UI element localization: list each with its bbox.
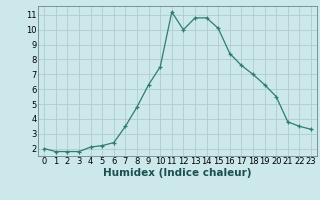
X-axis label: Humidex (Indice chaleur): Humidex (Indice chaleur) [103,168,252,178]
